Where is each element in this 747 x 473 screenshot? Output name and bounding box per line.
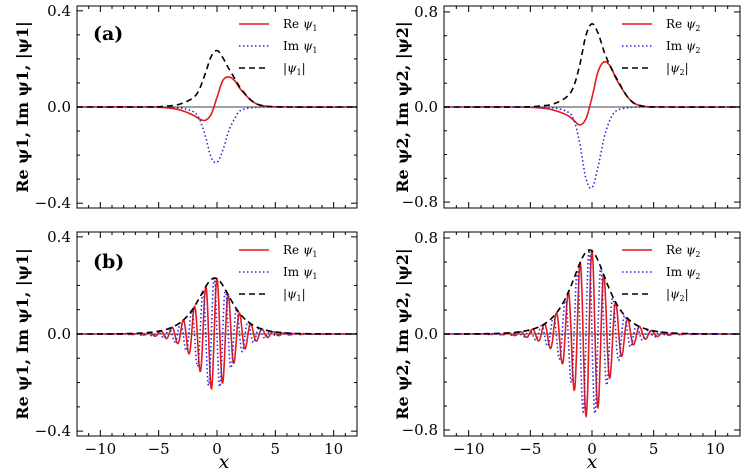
- y-axis-label: Re ψ2, Im ψ2, |ψ2|: [393, 248, 412, 420]
- panel-label: (a): [93, 23, 123, 45]
- series-re: [77, 76, 357, 122]
- x-tick-label: 0: [212, 440, 222, 458]
- panel-a1: −0.4 0.0 0.4 Re ψ1, Im ψ1, |ψ1| (a) Re ψ1 Im ψ…: [13, 2, 358, 212]
- x-tick-label: 5: [271, 440, 281, 458]
- series-im: [444, 248, 740, 415]
- y-tick-label: 0.8: [414, 3, 438, 21]
- x-axis-label-left: x: [219, 451, 230, 473]
- y-tick-label: −0.8: [402, 193, 438, 211]
- series-im: [77, 106, 357, 164]
- series-im: [77, 276, 357, 389]
- legend-label-abs: |ψ2|: [666, 287, 689, 303]
- legend-label-im: Im ψ2: [666, 265, 700, 281]
- legend-label-re: Re ψ1: [283, 243, 317, 259]
- y-tick-label: 0.8: [414, 229, 438, 247]
- legend-label-re: Re ψ2: [666, 17, 700, 33]
- y-axis-label: Re ψ1, Im ψ1, |ψ1|: [13, 21, 32, 193]
- x-tick-label: −5: [148, 440, 170, 458]
- legend-label-abs: |ψ1|: [283, 287, 306, 303]
- x-axis-label-right: x: [587, 451, 598, 473]
- x-tick-label: −10: [85, 440, 117, 458]
- y-axis-label: Re ψ1, Im ψ1, |ψ1|: [13, 248, 32, 420]
- y-tick-label: 0.4: [47, 228, 71, 246]
- legend-label-abs: |ψ2|: [666, 61, 689, 77]
- x-tick-label: 0: [587, 440, 597, 458]
- y-tick-label: −0.4: [35, 194, 71, 212]
- y-tick-label: 0.0: [47, 98, 71, 116]
- series-re: [444, 60, 740, 126]
- series-im: [444, 106, 740, 190]
- legend-label-im: Im ψ1: [283, 39, 317, 55]
- y-tick-label: 0.4: [47, 2, 71, 20]
- legend-label-im: Im ψ2: [666, 39, 700, 55]
- y-axis-label: Re ψ2, Im ψ2, |ψ2|: [393, 21, 412, 193]
- x-tick-label: 10: [324, 440, 343, 458]
- y-tick-label: −0.4: [35, 422, 71, 440]
- legend-label-im: Im ψ1: [283, 265, 317, 281]
- series-abs: [77, 49, 357, 108]
- panel-b1: −10 −5 0 5 10 −0.4 0.0 0.4 Re ψ1, Im ψ1, |ψ1| (b)…: [13, 228, 358, 458]
- y-tick-label: −0.8: [402, 421, 438, 439]
- y-tick-label: 0.0: [414, 325, 438, 343]
- legend-label-re: Re ψ2: [666, 243, 700, 259]
- panel-a2: −0.8 0.0 0.8Re ψ2, Im ψ2, |ψ2| Re ψ2 Im ψ2 |ψ…: [393, 3, 741, 211]
- series-abs: [444, 22, 740, 108]
- series-abs: [77, 277, 357, 335]
- y-tick-label: 0.0: [47, 325, 71, 343]
- series-abs: [444, 249, 740, 335]
- legend-label-abs: |ψ1|: [283, 61, 306, 77]
- legend-label-re: Re ψ1: [283, 17, 317, 33]
- x-tick-label: −5: [519, 440, 541, 458]
- x-tick-label: −10: [453, 440, 485, 458]
- panel-b2: −10 −5 0 5 10 −0.8 0.0 0.8Re ψ2, Im ψ2, |ψ2| Re …: [393, 229, 741, 458]
- panel-label: (b): [93, 251, 124, 273]
- x-tick-label: 10: [706, 440, 725, 458]
- x-tick-label: 5: [649, 440, 659, 458]
- y-tick-label: 0.0: [414, 98, 438, 116]
